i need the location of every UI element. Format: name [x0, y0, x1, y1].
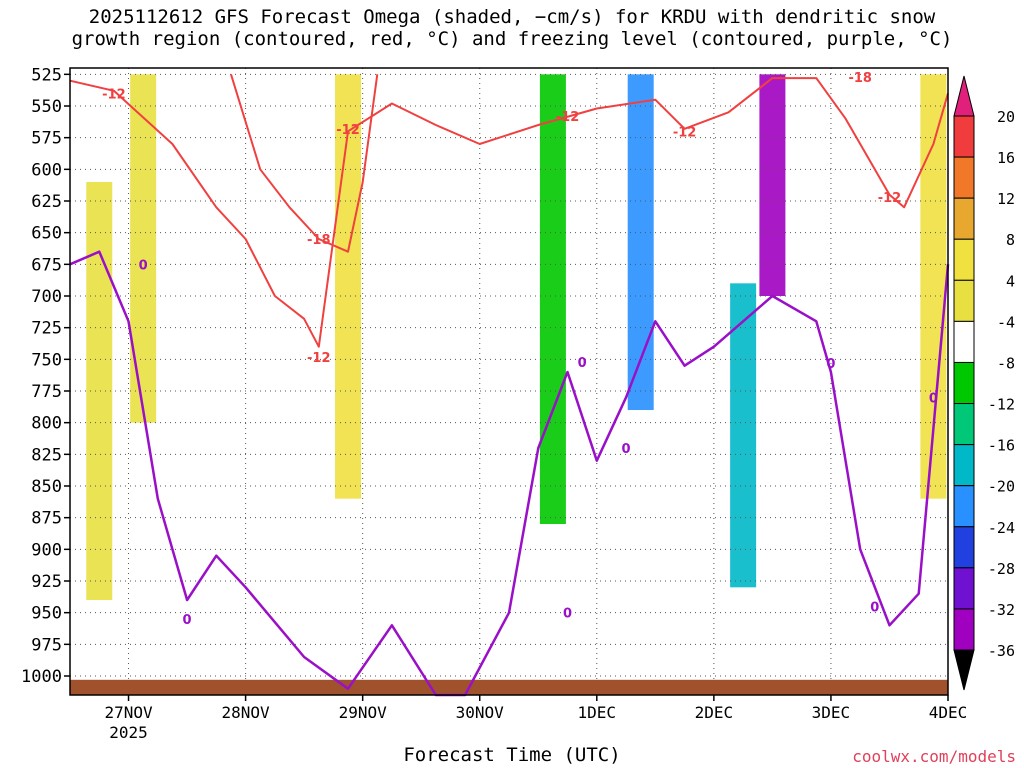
y-tick-label: 875	[31, 509, 62, 529]
colorbar-segment	[953, 361, 975, 405]
y-tick-label: 775	[31, 382, 62, 402]
y-tick-label: 650	[31, 224, 62, 244]
y-tick-label: 950	[31, 604, 62, 624]
contour-label: -18	[848, 71, 872, 86]
colorbar-segment	[953, 156, 975, 199]
colorbar-label: -4	[997, 313, 1015, 331]
credit-text: coolwx.com/models	[852, 747, 1016, 766]
colorbar-label: -28	[988, 560, 1015, 578]
y-tick-label: 800	[31, 414, 62, 434]
colorbar: 20 16 12 8 4 -4 -8 -12 -16 -20 -24 -28 -32 -36	[953, 75, 1015, 691]
contour-label: 0	[183, 613, 192, 628]
contour-label: 0	[578, 356, 587, 371]
colorbar-label: 4	[1006, 272, 1015, 290]
colorbar-segment	[953, 403, 975, 446]
plot-area: -12 -12 -12 -12 -12 -12 -18 -18 0 0 0 0 0 0 0 0	[69, 67, 950, 697]
omega-cell-2	[335, 74, 362, 499]
terrain	[70, 679, 948, 695]
y-tick-label: 550	[31, 97, 62, 117]
x-tick-label: 2DEC	[695, 703, 734, 722]
contour-label: 0	[929, 391, 938, 406]
contour-label: 0	[870, 600, 879, 615]
plot-background	[70, 68, 948, 695]
y-tick-label: 850	[31, 477, 62, 497]
colorbar-segment	[953, 320, 975, 363]
colorbar-label: -36	[988, 642, 1015, 660]
chart-title-line1: 2025112612 GFS Forecast Omega (shaded, −…	[88, 6, 936, 28]
chart-title: 2025112612 GFS Forecast Omega (shaded, −…	[0, 6, 1024, 50]
contours: -12 -12 -12 -12 -12 -12 -18 -18 0 0 0 0 0 0 0 0	[69, 71, 950, 697]
colorbar-top-arrow	[953, 75, 975, 117]
colorbar-segment	[953, 197, 975, 240]
contour-label: -12	[102, 87, 126, 102]
colorbar-segment	[953, 279, 975, 322]
colorbar-label: 8	[1006, 231, 1015, 249]
contour-label: 0	[622, 442, 631, 457]
contour-line	[230, 74, 379, 253]
contour-label: -12	[307, 351, 331, 366]
x-tick-label: 1DEC	[578, 703, 617, 722]
y-tick-label: 750	[31, 350, 62, 370]
contour-label: 0	[139, 258, 148, 273]
y-tick-label: 825	[31, 445, 62, 465]
contour-label: -12	[336, 123, 360, 138]
x-tick-label: 29NOV	[339, 703, 388, 722]
y-tick-label: 975	[31, 635, 62, 655]
omega-cell-3	[539, 74, 566, 524]
y-tick-label: 900	[31, 540, 62, 560]
contour-label: -18	[307, 233, 331, 248]
contour-label: -12	[878, 191, 902, 206]
plot-frame	[69, 67, 949, 696]
colorbar-label: 12	[997, 190, 1015, 208]
colorbar-label: 16	[997, 149, 1015, 167]
colorbar-label: -24	[988, 519, 1015, 537]
chart-title-line2: growth region (contoured, red, °C) and f…	[71, 28, 953, 50]
x-tick-label: 28NOV	[222, 703, 271, 722]
x-axis-label: Forecast Time (UTC)	[403, 744, 621, 766]
colorbar-label: -20	[988, 478, 1015, 496]
colorbar-segment	[953, 567, 975, 610]
terrain-band	[70, 679, 948, 695]
contour-label: -12	[556, 110, 580, 125]
colorbar-label: -12	[988, 396, 1015, 414]
colorbar-segment	[953, 608, 975, 651]
omega-cell-5	[759, 74, 786, 296]
colorbar-segment	[953, 115, 975, 158]
colorbar-segment	[953, 444, 975, 487]
omega-cell-4	[627, 74, 654, 410]
y-tick-label: 525	[31, 65, 62, 85]
colorbar-segment	[953, 526, 975, 569]
y-axis: 525 550 575 600 625 650 675 700 725 750 775 800 825 8…	[21, 65, 70, 687]
y-tick-label: 600	[31, 160, 62, 180]
colorbar-label: -32	[988, 601, 1015, 619]
y-tick-label: 725	[31, 319, 62, 339]
x-tick-label: 4DEC	[929, 703, 968, 722]
x-tick-sublabel: 2025	[109, 723, 148, 742]
y-tick-label: 925	[31, 572, 62, 592]
colorbar-label: -8	[997, 354, 1015, 372]
colorbar-segment	[953, 485, 975, 528]
colorbar-label: -16	[988, 437, 1015, 455]
contour-label: 0	[563, 607, 572, 622]
y-tick-label: 1000	[21, 667, 62, 687]
colorbar-label: 20	[997, 108, 1015, 126]
y-tick-label: 675	[31, 255, 62, 275]
y-tick-label: 625	[31, 192, 62, 212]
x-tick-label: 27NOV	[104, 703, 153, 722]
y-tick-label: 700	[31, 287, 62, 307]
contour-line	[69, 77, 949, 348]
contour-label: 0	[826, 357, 835, 372]
omega-cell-6	[730, 283, 757, 588]
contour-label: -12	[673, 125, 697, 140]
contour-line	[69, 250, 950, 697]
x-tick-label: 3DEC	[812, 703, 851, 722]
colorbar-bottom-arrow	[953, 649, 975, 691]
y-tick-label: 575	[31, 129, 62, 149]
colorbar-segment	[953, 238, 975, 281]
x-tick-label: 30NOV	[456, 703, 505, 722]
